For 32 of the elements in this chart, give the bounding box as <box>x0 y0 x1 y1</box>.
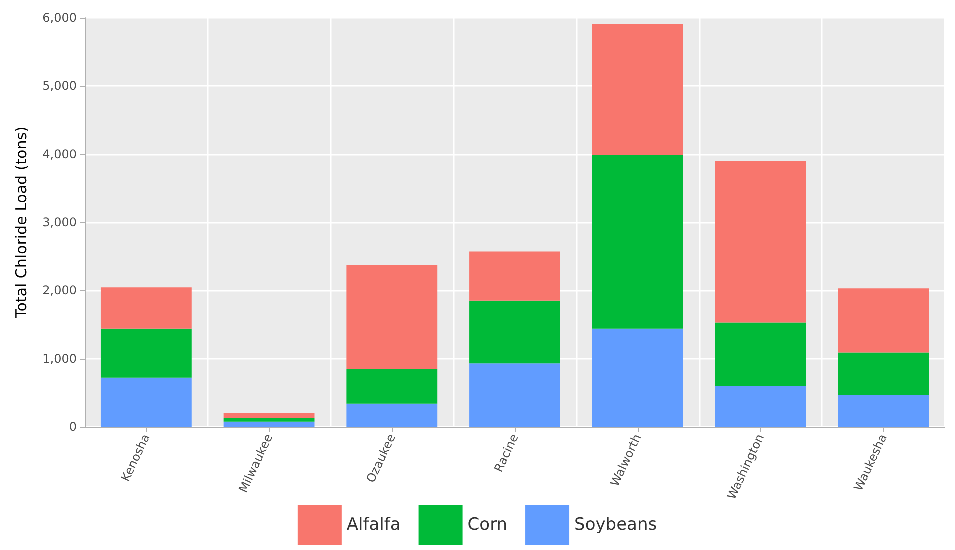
y-tick-label: 5,000 <box>42 79 77 94</box>
bar <box>470 364 560 427</box>
bar <box>346 404 438 427</box>
bar <box>100 378 192 427</box>
bar <box>715 161 806 323</box>
y-axis-title: Total Chloride Load (tons) <box>12 126 30 320</box>
bar <box>224 413 315 418</box>
bar <box>592 155 684 329</box>
bar <box>715 322 806 386</box>
bar <box>100 328 192 378</box>
bar <box>838 394 930 427</box>
y-tick-label: 6,000 <box>42 11 77 25</box>
legend-label: Soybeans <box>574 515 658 535</box>
bar <box>838 288 930 353</box>
bar <box>592 328 684 427</box>
legend-label: Alfalfa <box>346 515 401 535</box>
bar <box>838 352 930 395</box>
bar <box>224 418 315 422</box>
bar <box>346 369 438 404</box>
bar <box>715 386 806 427</box>
y-tick-label: 3,000 <box>42 216 77 230</box>
bar <box>346 265 438 370</box>
bar <box>100 288 192 329</box>
y-tick-label: 2,000 <box>42 284 77 298</box>
y-tick-label: 1,000 <box>42 352 77 366</box>
y-tick-label: 4,000 <box>42 147 77 162</box>
y-tick-label: 0 <box>69 420 77 434</box>
bar <box>470 252 560 301</box>
legend-label: Corn <box>468 515 508 535</box>
bar <box>592 24 684 156</box>
bar <box>470 300 560 364</box>
bar <box>224 422 315 427</box>
